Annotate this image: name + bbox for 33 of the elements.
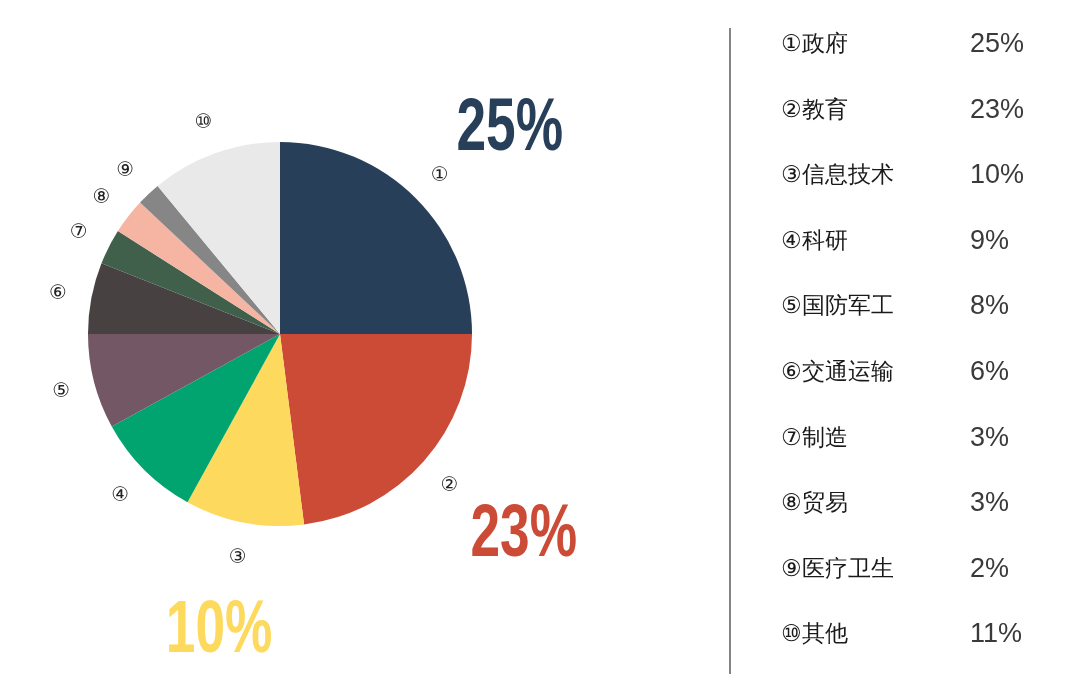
slice-label: ⑩	[194, 110, 213, 133]
text: ⑩其他	[781, 620, 848, 647]
text: ⑧贸易	[781, 489, 848, 516]
text: 6%	[970, 356, 1010, 386]
slice-label: ⑦	[69, 220, 88, 243]
text: 3%	[970, 487, 1010, 518]
slice-label: ④	[111, 482, 130, 505]
text: ②教育	[781, 95, 848, 122]
text: ⑨医疗卫生	[781, 554, 894, 581]
data-label: 23%	[470, 489, 578, 573]
slice-label: ②	[440, 472, 459, 495]
text: 23%	[970, 93, 1025, 124]
slice-label: ⑤	[52, 379, 71, 402]
text: 11%	[970, 618, 1023, 649]
text: ⑦制造	[781, 423, 848, 450]
text: 25%	[970, 28, 1025, 58]
text: 8%	[970, 290, 1010, 321]
data-label: 10%	[165, 585, 273, 668]
data-label: 25%	[456, 83, 564, 167]
text: ③信息技术	[781, 161, 894, 188]
slice-label: ⑨	[116, 158, 135, 181]
slice-label: ①	[430, 163, 449, 186]
text: 9%	[970, 224, 1010, 255]
text: ①政府	[781, 30, 848, 56]
text: 3%	[970, 421, 1010, 452]
text: ④科研	[781, 226, 848, 253]
slice-label: ⑧	[92, 184, 111, 207]
slice-label: ③	[228, 545, 247, 567]
slice-label: ⑥	[49, 280, 67, 303]
text: ⑥交通运输	[781, 358, 894, 384]
text: 2%	[970, 552, 1010, 583]
text: ⑤国防军工	[781, 292, 894, 319]
text: 10%	[970, 159, 1025, 190]
